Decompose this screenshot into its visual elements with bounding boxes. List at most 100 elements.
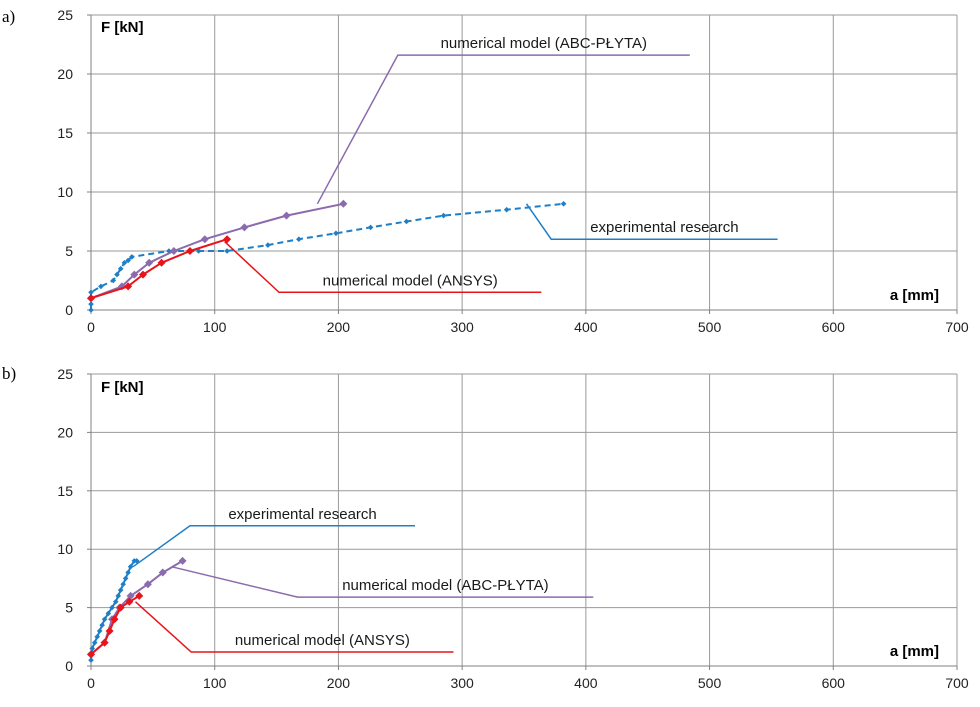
panel-b-series-experimental-point [91, 639, 98, 646]
panel-a-series-experimental-point [440, 212, 447, 219]
panel-a-callout-ansys-leader [224, 241, 542, 294]
panel-b-series-experimental-point [101, 616, 108, 623]
panel-b-series-ansys-line [90, 595, 140, 656]
panel-b-series-abc-point [143, 580, 152, 589]
panel-a-series-abc-point [339, 199, 348, 208]
panel-a-series-experimental-point [367, 224, 374, 231]
panel-b-x-tick-label: 600 [822, 675, 846, 691]
panel-b-series-experimental-point [117, 587, 124, 593]
panel-b-series-experimental-point [120, 581, 126, 588]
panel-a-series-ansys-line [90, 238, 228, 300]
panel-b-series-ansys-point [100, 638, 109, 647]
panel-a-x-tick-label: 600 [822, 319, 846, 335]
panel-b-series-experimental-point [122, 575, 129, 582]
panel-a-x-tick-label: 500 [698, 319, 722, 335]
panel-a-chart: a) 0 5 10 15 20 25 0 100 200 300 400 500 600 700 F [k… [2, 7, 969, 335]
panel-a-x-tick-label: 300 [450, 319, 474, 335]
panel-b-series-abc-point [126, 591, 135, 600]
panel-b-y-axis-title: F [kN] [101, 379, 144, 396]
panel-b-series-experimental-point [127, 563, 134, 570]
panel-b-series-experimental-point [109, 604, 115, 611]
panel-b-series-experimental-point [125, 569, 131, 576]
panel-b-x-axis-title: a [mm] [890, 643, 939, 660]
panel-b-series-experimental-point [88, 657, 94, 663]
panel-b-y-tick-label: 20 [57, 424, 73, 440]
panel-a-y-tick-label: 25 [57, 7, 73, 23]
panel-a-series-abc-point [240, 223, 249, 232]
panel-a-y-tick-label: 10 [57, 184, 73, 200]
panel-b-series-experimental-point [105, 610, 112, 617]
panel-b-callout-abc-label: numerical model (ABC-PŁYTA) [342, 577, 548, 594]
panel-a-series-experimental-point [296, 236, 302, 242]
panel-b-x-tick-label: 500 [698, 675, 722, 691]
panel-a-series-ansys-point [124, 282, 133, 291]
panel-a-callout-abc-label: numerical model (ABC-PŁYTA) [441, 35, 647, 52]
panel-b-x-tick-label: 100 [203, 675, 227, 691]
panel-b-series-abc-point [178, 556, 187, 565]
panel-a-callout-ansys-label: numerical model (ANSYS) [323, 272, 498, 289]
panel-b-series-ansys-point [125, 597, 134, 606]
panel-a-series-experimental-point [403, 218, 410, 225]
panel-b-callout-ansys-label: numerical model (ANSYS) [235, 632, 410, 649]
panel-a-series-experimental-point [265, 242, 271, 248]
panel-b-label: b) [2, 364, 16, 383]
panel-b-x-tick-label: 400 [574, 675, 598, 691]
panel-b-series-experimental-point [89, 645, 96, 652]
panel-b-series-experimental-point [94, 634, 100, 640]
panel-a-label: a) [2, 7, 15, 26]
panel-a-x-tick-label: 700 [945, 319, 969, 335]
panel-a-x-tick-label: 400 [574, 319, 598, 335]
panel-b-y-tick-label: 25 [57, 366, 73, 382]
panel-a-series-experimental-point [88, 307, 94, 313]
panel-b-callout-experimental-leader [132, 525, 416, 568]
panel-b-series-experimental-point [133, 558, 140, 564]
panel-a-series-abc-point [200, 235, 209, 244]
panel-a-series-abc-point [130, 270, 139, 279]
panel-b-callout-abc-leader [171, 565, 594, 598]
panel-b-x-tick-label: 700 [945, 675, 969, 691]
panel-a-x-tick-label: 200 [327, 319, 351, 335]
panel-a-series-ansys-point [87, 294, 95, 303]
panel-a-series-experimental-point [129, 254, 135, 260]
panel-b-series-abc-point [158, 568, 167, 577]
panel-a-x-tick-label: 100 [203, 319, 227, 335]
panel-b-series-experimental-line [90, 559, 137, 661]
panel-b-x-tick-label: 0 [87, 675, 95, 691]
panel-a-series-abc-point [282, 211, 291, 220]
panel-b-series-experimental-point [112, 598, 119, 605]
panel-b-series-ansys-point [110, 615, 119, 624]
panel-a-series-experimental-point [333, 230, 339, 237]
panel-b-series-ansys-point [105, 626, 114, 635]
panel-b-x-tick-label: 300 [450, 675, 474, 691]
panel-b-callout-experimental-label: experimental research [228, 506, 376, 523]
panel-b-callout-ansys-leader [134, 601, 454, 653]
panel-a-series-experimental-point [88, 289, 94, 296]
panel-a-series-ansys-point [185, 247, 194, 255]
panel-b-y-tick-label: 5 [65, 600, 73, 616]
panel-b-series-ansys-point [135, 591, 144, 600]
panel-a-series-ansys-point [157, 258, 166, 267]
panel-a-y-tick-label: 20 [57, 66, 73, 82]
panel-a-series-abc-point [169, 247, 178, 255]
panel-a-y-tick-label: 0 [65, 302, 73, 318]
panel-a-series-experimental-point [88, 301, 94, 307]
panel-a-series-experimental-point [224, 248, 230, 254]
panel-b-series-ansys-point [116, 603, 125, 612]
panel-a-series-ansys-point [138, 270, 147, 279]
panel-a-callout-abc-leader [316, 54, 690, 205]
panel-a-callout-experimental-label: experimental research [590, 219, 738, 236]
panel-b-y-tick-label: 0 [65, 658, 73, 674]
panel-a-series-experimental-point [114, 271, 120, 278]
panel-b-series-experimental-point [115, 593, 122, 599]
panel-a-x-tick-label: 0 [87, 319, 95, 335]
panel-a-series-experimental-point [98, 283, 104, 290]
panel-a-series-experimental-point [110, 277, 117, 284]
panel-a-series-experimental-point [125, 257, 131, 264]
panel-a-series-experimental-point [121, 260, 128, 266]
panel-a-y-tick-label: 5 [65, 243, 73, 259]
panel-a-y-axis-title: F [kN] [101, 19, 144, 36]
panel-b-y-tick-label: 15 [57, 483, 73, 499]
panel-a-x-axis-title: a [mm] [890, 287, 939, 304]
panel-a-y-tick-label: 15 [57, 125, 73, 141]
